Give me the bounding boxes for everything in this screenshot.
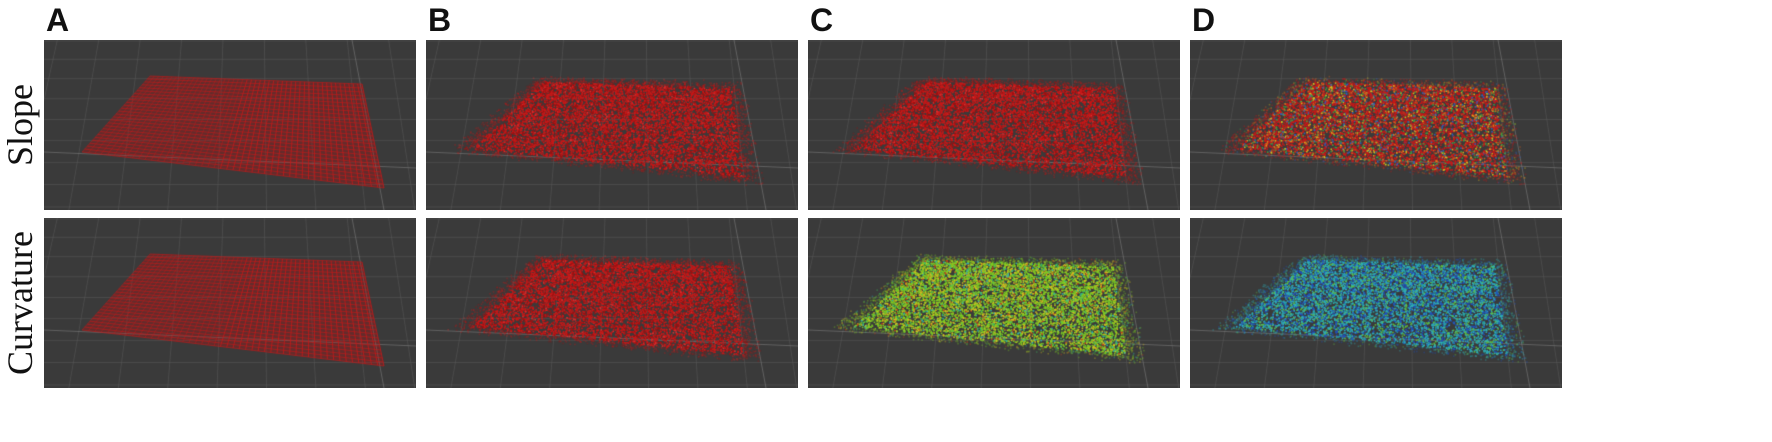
row-label-curvature: Curvature xyxy=(0,231,41,375)
panel-d-slope xyxy=(1190,40,1562,210)
panel-c-slope xyxy=(808,40,1180,210)
panel-d-curvature xyxy=(1190,218,1562,388)
column-label-b: B xyxy=(428,2,452,38)
column-label-c: C xyxy=(810,2,834,38)
panel-a-slope xyxy=(44,40,416,210)
panel-c-curvature xyxy=(808,218,1180,388)
column-label-d: D xyxy=(1192,2,1216,38)
panel-a-curvature xyxy=(44,218,416,388)
column-label-a: A xyxy=(46,2,70,38)
panel-b-slope xyxy=(426,40,798,210)
panel-b-curvature xyxy=(426,218,798,388)
row-label-slope: Slope xyxy=(0,83,41,167)
